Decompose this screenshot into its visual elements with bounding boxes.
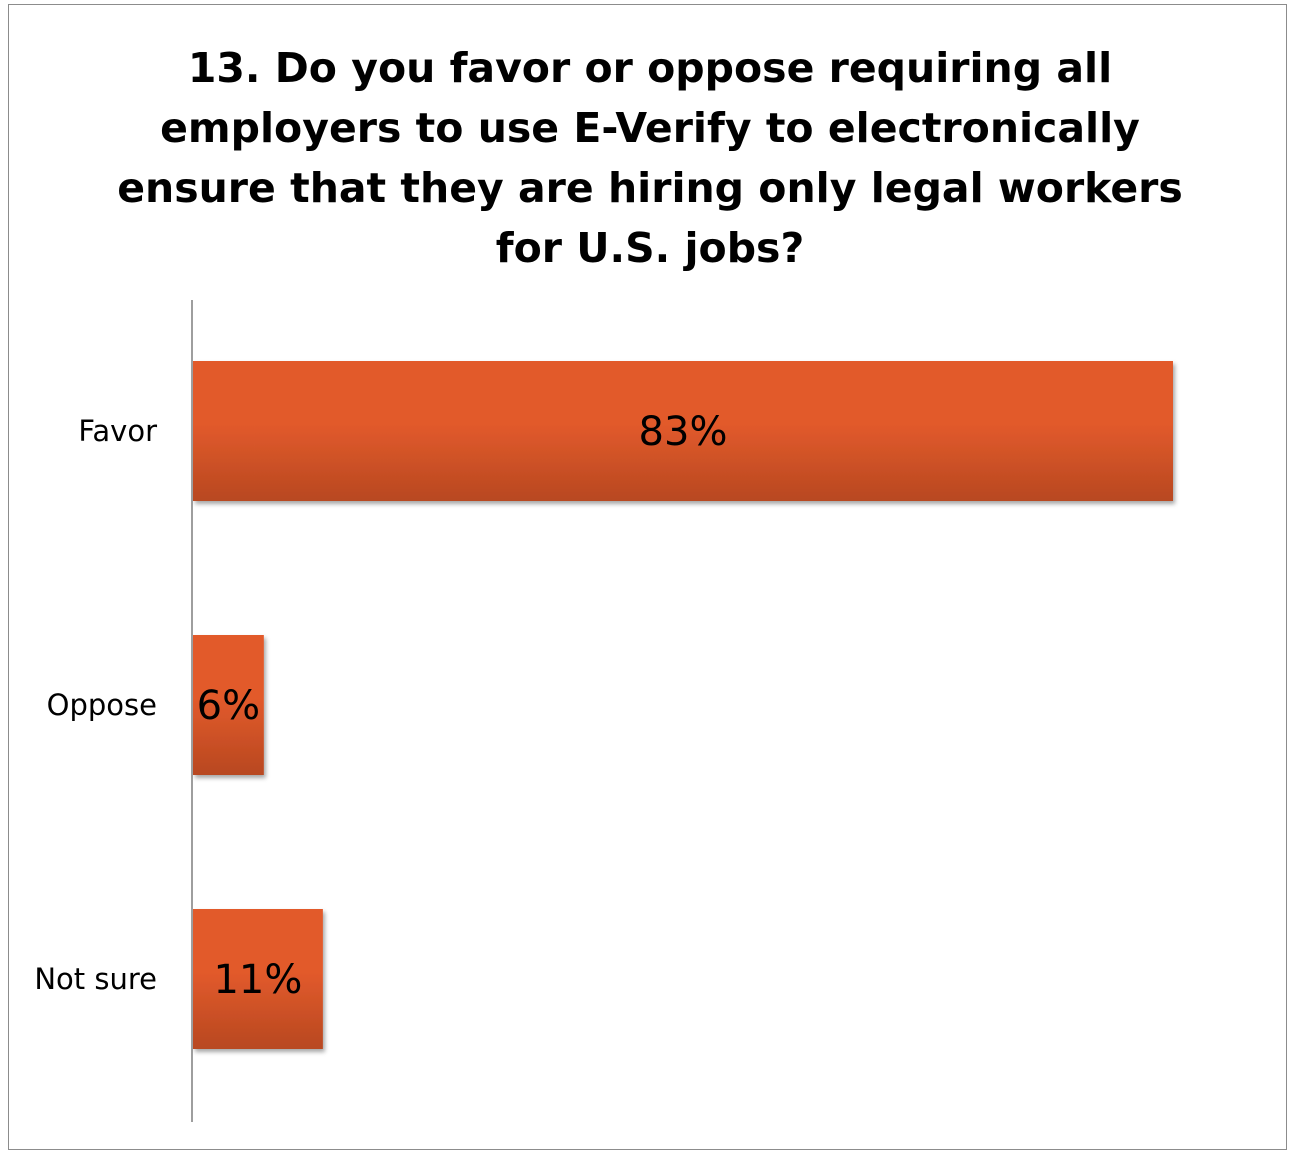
data-label-favor: 83% [639, 409, 728, 455]
data-label-not-sure: 11% [213, 957, 302, 1003]
bar-oppose [193, 635, 264, 775]
category-label-not-sure: Not sure [34, 962, 157, 996]
category-label-oppose: Oppose [47, 688, 157, 722]
bar-favor [193, 361, 1173, 501]
chart-title: 13. Do you favor or oppose requiring all… [117, 44, 1183, 272]
data-label-oppose: 6% [197, 683, 260, 729]
bar-not-sure [193, 909, 323, 1049]
category-label-favor: Favor [78, 414, 157, 448]
bars-layer [193, 361, 1173, 1049]
labels-layer: 83% Favor 6% Oppose 11% Not sure [34, 409, 727, 1003]
